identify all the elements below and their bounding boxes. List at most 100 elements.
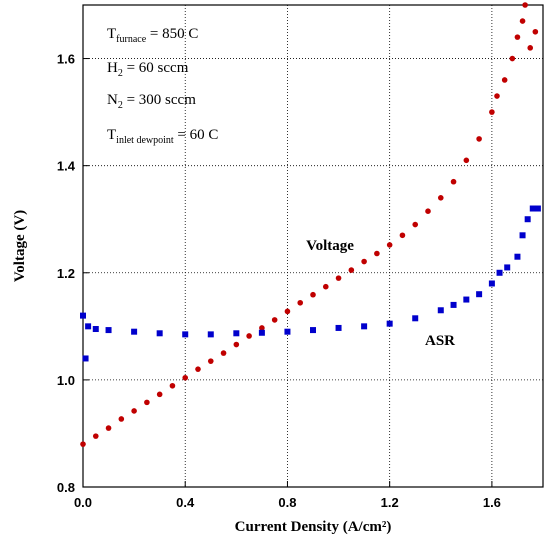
data-point bbox=[450, 178, 457, 185]
annotation: H2 = 60 sccm bbox=[107, 60, 189, 79]
data-point bbox=[169, 382, 176, 389]
data-point bbox=[488, 280, 495, 287]
annotation-main: T bbox=[107, 26, 116, 42]
annotation-sub: inlet dewpoint bbox=[116, 135, 174, 146]
data-point bbox=[386, 242, 393, 248]
data-point bbox=[524, 216, 531, 223]
data-point bbox=[374, 250, 380, 257]
y-axis-title: Voltage (V) bbox=[12, 210, 28, 282]
data-point bbox=[105, 425, 112, 431]
data-point bbox=[437, 195, 444, 201]
data-point bbox=[399, 232, 406, 239]
y-tick-label: 1.6 bbox=[57, 52, 75, 67]
data-point bbox=[412, 315, 419, 322]
data-point bbox=[476, 291, 483, 298]
data-point bbox=[85, 323, 92, 330]
data-point bbox=[514, 253, 521, 260]
data-point bbox=[489, 109, 495, 115]
data-point bbox=[284, 308, 291, 315]
data-point bbox=[514, 34, 521, 40]
annotation-sub: 2 bbox=[118, 68, 123, 79]
data-point bbox=[476, 136, 482, 142]
data-point bbox=[501, 77, 508, 83]
data-point bbox=[437, 307, 444, 314]
data-point bbox=[131, 408, 137, 414]
data-point bbox=[233, 341, 240, 348]
data-point bbox=[386, 320, 393, 327]
annotation-sub: furnace bbox=[116, 34, 147, 45]
y-tick-label: 0.8 bbox=[57, 480, 75, 495]
data-point bbox=[534, 205, 541, 212]
annotation-main: N bbox=[107, 92, 118, 108]
data-point bbox=[92, 326, 99, 333]
annotation-rest: = 300 sccm bbox=[123, 92, 196, 108]
data-point bbox=[519, 232, 526, 239]
data-point bbox=[182, 331, 189, 338]
y-tick-label: 1.2 bbox=[57, 266, 75, 281]
series-label: Voltage bbox=[306, 238, 354, 254]
y-tick-label: 1.4 bbox=[57, 159, 76, 174]
data-point bbox=[80, 312, 86, 319]
data-point bbox=[519, 18, 526, 24]
x-tick-label: 1.2 bbox=[381, 495, 399, 510]
data-point bbox=[131, 328, 138, 335]
data-point bbox=[82, 355, 89, 362]
data-point bbox=[496, 269, 503, 276]
annotation-rest: = 850 C bbox=[146, 26, 198, 42]
annotation-rest: = 60 sccm bbox=[123, 60, 189, 76]
data-point bbox=[271, 317, 278, 323]
x-tick-label: 0.4 bbox=[176, 495, 195, 510]
data-point bbox=[335, 275, 342, 281]
data-point bbox=[220, 350, 227, 356]
data-point bbox=[527, 45, 534, 51]
data-point bbox=[310, 291, 316, 298]
data-point bbox=[284, 328, 291, 335]
annotation: N2 = 300 sccm bbox=[107, 92, 196, 111]
data-point bbox=[529, 205, 536, 212]
data-point bbox=[335, 324, 342, 331]
data-point bbox=[92, 433, 99, 439]
x-tick-label: 0.0 bbox=[74, 495, 92, 510]
data-point bbox=[522, 2, 528, 8]
x-tick-label: 0.8 bbox=[278, 495, 296, 510]
data-point bbox=[233, 330, 240, 337]
data-point bbox=[361, 258, 367, 265]
series-label: ASR bbox=[425, 333, 455, 349]
data-point bbox=[450, 301, 457, 308]
data-point bbox=[246, 333, 252, 339]
data-point bbox=[156, 391, 163, 398]
data-point bbox=[509, 55, 516, 62]
data-point bbox=[144, 399, 150, 406]
data-point bbox=[105, 327, 112, 334]
data-point bbox=[118, 416, 125, 422]
data-point bbox=[195, 366, 201, 372]
data-point bbox=[207, 331, 214, 338]
data-point bbox=[463, 296, 470, 303]
data-point bbox=[361, 323, 368, 330]
data-point bbox=[532, 28, 539, 35]
x-axis-title: Current Density (A/cm²) bbox=[235, 519, 392, 535]
annotation-rest: = 60 C bbox=[174, 127, 219, 143]
y-tick-label: 1.0 bbox=[57, 373, 75, 388]
annotation-main: T bbox=[107, 127, 116, 143]
annotation: Tinlet dewpoint = 60 C bbox=[107, 127, 218, 146]
annotation: Tfurnace = 850 C bbox=[107, 26, 198, 45]
data-point bbox=[463, 157, 470, 164]
data-point bbox=[494, 93, 500, 99]
data-point bbox=[259, 325, 265, 331]
data-point bbox=[504, 264, 511, 271]
data-point bbox=[156, 330, 163, 337]
data-point bbox=[182, 374, 189, 381]
data-point bbox=[348, 267, 355, 273]
data-point bbox=[412, 221, 419, 228]
data-point bbox=[322, 283, 329, 290]
annotation-sub: 2 bbox=[118, 100, 123, 111]
annotation-main: H bbox=[107, 60, 118, 76]
data-point bbox=[207, 358, 214, 364]
data-point bbox=[425, 208, 431, 214]
data-point bbox=[258, 329, 265, 336]
data-point bbox=[310, 327, 316, 334]
data-point bbox=[297, 299, 304, 306]
data-point bbox=[80, 441, 86, 447]
